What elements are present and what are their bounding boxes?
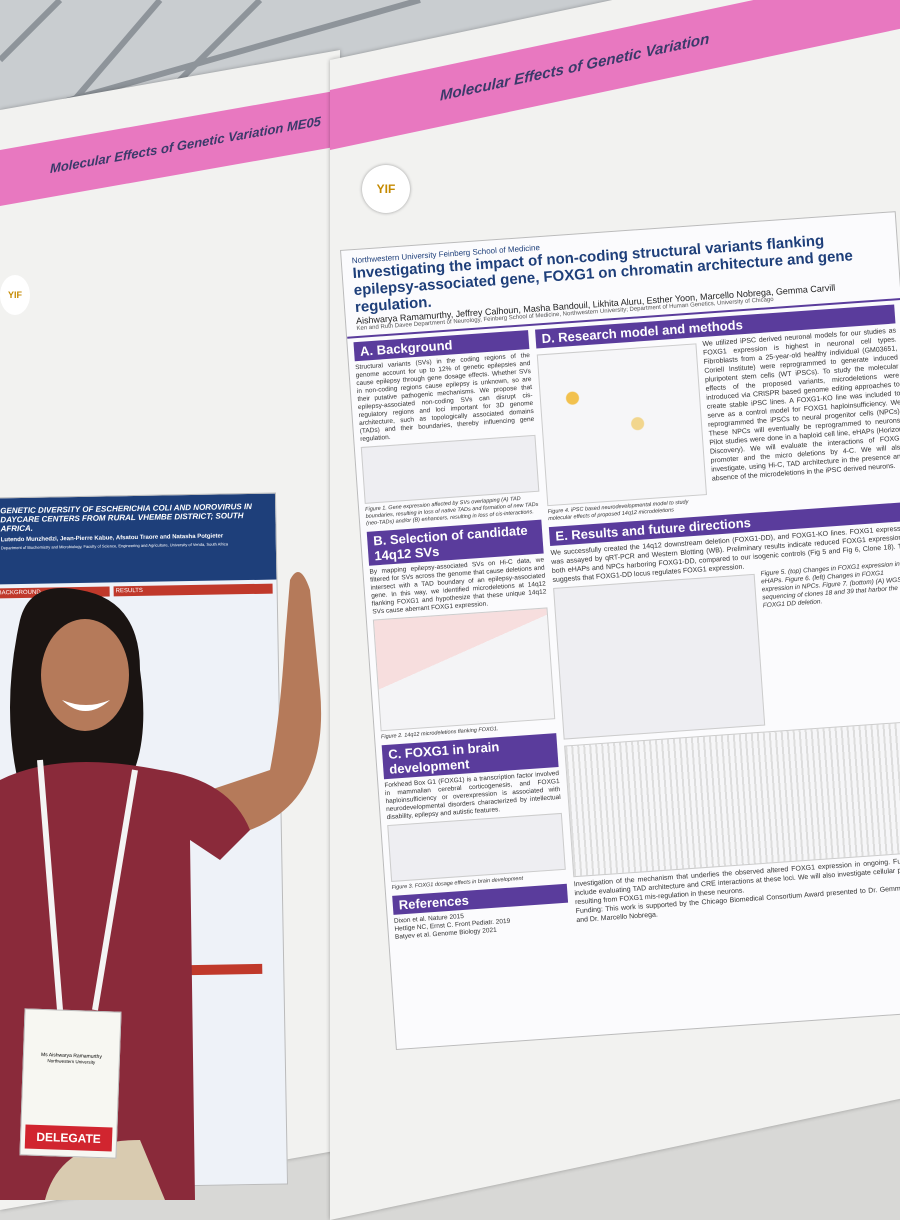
figure — [387, 812, 566, 882]
logo: YIF — [362, 165, 410, 213]
caption: Figure 5. (top) Changes in FOXG1 express… — [760, 560, 900, 610]
badge-label: DELEGATE — [24, 1124, 113, 1152]
main-poster: Northwestern University Feinberg School … — [340, 211, 900, 1051]
banner: Molecular Effects of Genetic Variation M… — [0, 90, 340, 206]
title: GENETIC DIVERSITY OF ESCHERICHIA COLI AN… — [0, 501, 252, 534]
figure — [536, 343, 707, 507]
section-text: By mapping epilepsy-associated SVs on Hi… — [369, 556, 547, 616]
figure — [360, 434, 540, 504]
figure — [372, 607, 556, 732]
figure — [564, 720, 900, 878]
figure — [553, 573, 766, 740]
badge: Ms Aishwarya Ramamurthy Northwestern Uni… — [19, 1008, 122, 1159]
logo: YIF — [0, 275, 30, 315]
section-text: We utilized iPSC derived neuronal models… — [702, 327, 900, 483]
section-text: Structural variants (SVs) in the coding … — [355, 352, 535, 444]
